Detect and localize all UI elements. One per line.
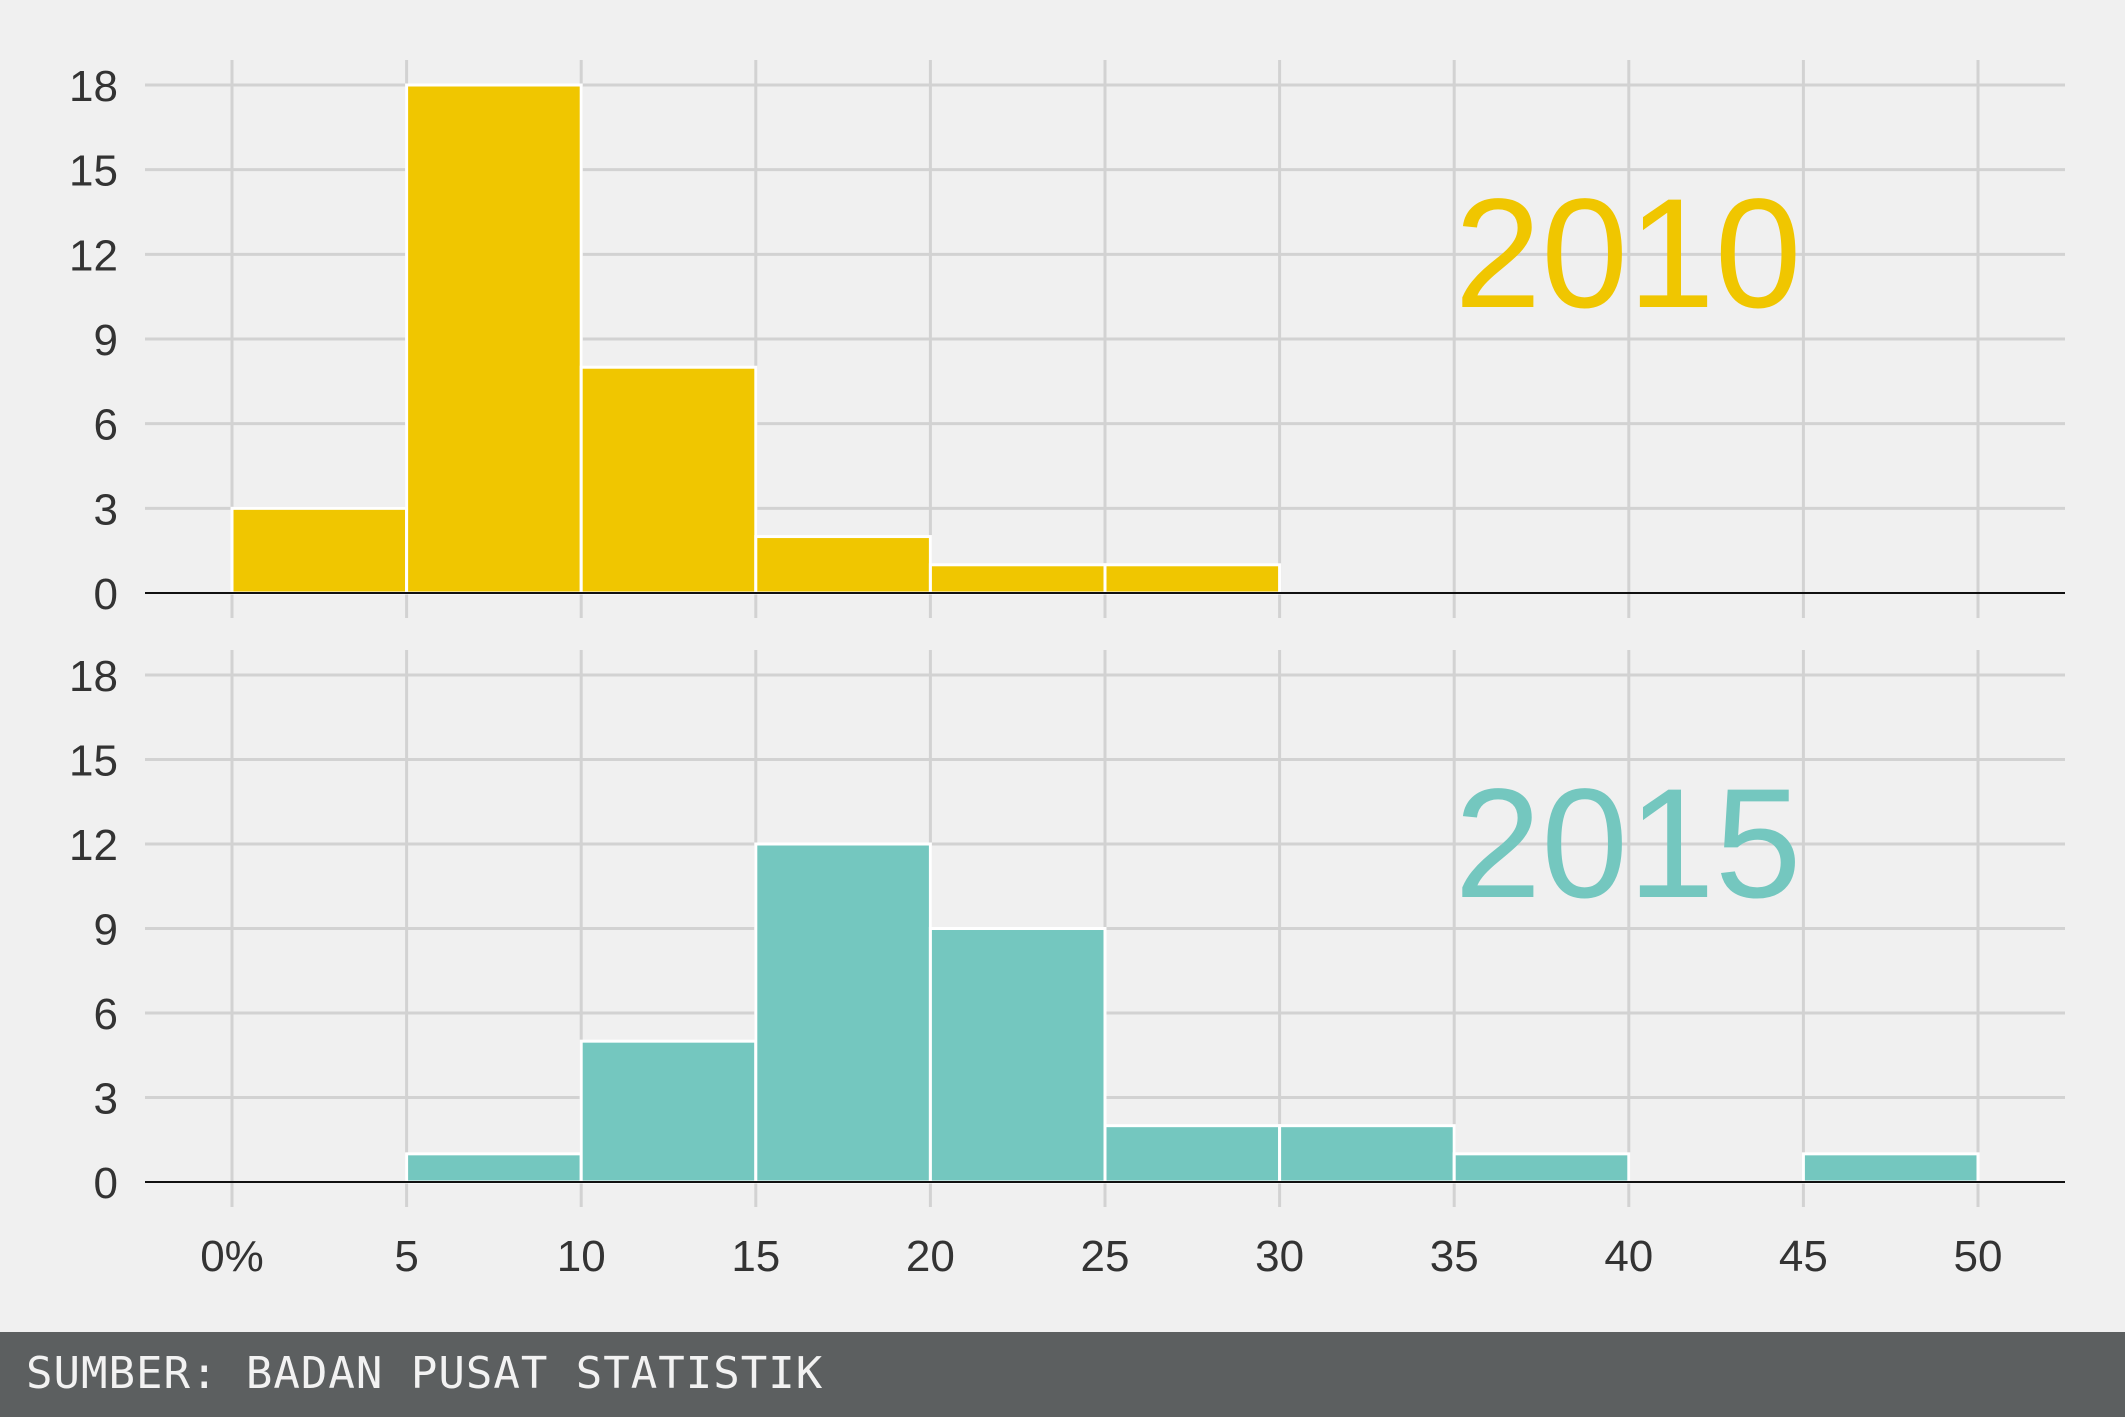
y-tick-label: 15 xyxy=(69,737,118,786)
source-footer: SUMBER: BADAN PUSAT STATISTIK xyxy=(0,1332,2125,1417)
histogram-bar xyxy=(405,83,583,595)
x-tick-label: 25 xyxy=(1081,1232,1130,1281)
y-tick-label: 12 xyxy=(69,821,118,870)
histogram-bar xyxy=(405,1152,583,1184)
histogram-bar xyxy=(928,563,1107,595)
x-tick-label: 5 xyxy=(394,1232,418,1281)
y-tick-label: 6 xyxy=(94,401,118,450)
x-tick-label: 30 xyxy=(1255,1232,1304,1281)
x-axis: 0% 5 10 15 20 25 30 35 40 45 50 xyxy=(200,1232,2002,1281)
y-tick-label: 15 xyxy=(69,147,118,196)
year-label: 2015 xyxy=(1454,757,1801,931)
source-text: SUMBER: BADAN PUSAT STATISTIK xyxy=(26,1348,824,1399)
y-tick-label: 9 xyxy=(94,906,118,955)
histogram-bar xyxy=(1103,563,1282,595)
y-tick-label: 3 xyxy=(94,485,118,534)
chart-canvas: 0 3 6 9 12 15 18 2010 0 3 6 9 12 15 18 2015 0% 5 10 15 20 25 3… xyxy=(69,60,2065,1281)
y-tick-label: 9 xyxy=(94,316,118,365)
histogram-bar xyxy=(1801,1152,1980,1184)
x-tick-label: 0% xyxy=(200,1232,264,1281)
histogram-bar xyxy=(230,506,409,595)
y-tick-label: 12 xyxy=(69,231,118,280)
x-tick-label: 40 xyxy=(1604,1232,1653,1281)
histogram-bar xyxy=(579,365,758,595)
panel-2015: 0 3 6 9 12 15 18 2015 xyxy=(69,650,2065,1208)
y-tick-label: 0 xyxy=(94,570,118,619)
histogram-bar xyxy=(1452,1152,1631,1184)
histogram-bar xyxy=(1278,1124,1456,1184)
panel-2010: 0 3 6 9 12 15 18 2010 xyxy=(69,60,2065,619)
histogram-bar xyxy=(754,842,932,1184)
histogram-bar xyxy=(1103,1124,1282,1184)
y-tick-label: 0 xyxy=(94,1159,118,1208)
y-tick-label: 18 xyxy=(69,62,118,111)
y-tick-label: 3 xyxy=(94,1075,118,1124)
histogram-bar xyxy=(928,927,1107,1184)
x-tick-label: 45 xyxy=(1779,1232,1828,1281)
histogram-bar xyxy=(579,1039,758,1184)
y-tick-label: 18 xyxy=(69,652,118,701)
year-label: 2010 xyxy=(1454,167,1801,341)
y-tick-label: 6 xyxy=(94,990,118,1039)
x-tick-label: 20 xyxy=(906,1232,955,1281)
x-tick-label: 50 xyxy=(1954,1232,2003,1281)
x-tick-label: 15 xyxy=(731,1232,780,1281)
histogram-bar xyxy=(754,535,932,595)
x-tick-label: 10 xyxy=(557,1232,606,1281)
x-tick-label: 35 xyxy=(1430,1232,1479,1281)
